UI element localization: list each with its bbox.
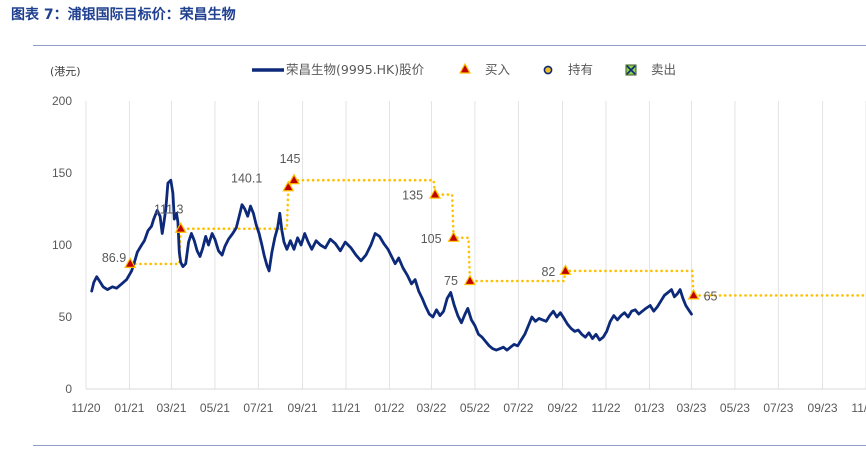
target-price-label: 145 xyxy=(280,152,301,166)
legend-sell-label: 卖出 xyxy=(651,62,676,77)
stock-price-series xyxy=(90,178,693,352)
buy-rating-marker xyxy=(282,180,295,192)
x-tick-label: 07/23 xyxy=(763,401,793,415)
x-tick-label: 11/23 xyxy=(851,401,866,415)
buy-rating-marker xyxy=(174,221,187,233)
chart-legend: 荣昌生物(9995.HK)股价 买入 持有 卖出 xyxy=(252,62,676,77)
buy-rating-marker xyxy=(463,274,476,286)
legend-buy-marker xyxy=(458,62,472,74)
target-price-series xyxy=(128,178,866,297)
x-tick-label: 07/21 xyxy=(243,401,273,415)
buy-rating-marker xyxy=(447,231,460,242)
target-price-label: 135 xyxy=(402,189,423,203)
figure-title: 图表 7：浦银国际目标价：荣昌生物 xyxy=(11,7,236,23)
bottom-rule xyxy=(33,445,866,446)
x-tick-label: 11/22 xyxy=(591,401,620,415)
target-price-line xyxy=(128,178,866,297)
y-tick-label: 150 xyxy=(52,166,72,180)
y-tick-label: 0 xyxy=(65,382,72,396)
target-price-labels: 86.9 111.3 140.1 145 135 105 75 82 65 xyxy=(102,152,718,303)
x-tick-label: 09/23 xyxy=(808,401,838,415)
rating-markers xyxy=(124,173,700,300)
x-tick-label: 05/21 xyxy=(200,401,230,415)
buy-rating-marker xyxy=(124,257,137,268)
buy-rating-marker xyxy=(559,264,572,276)
x-tick-label: 11/21 xyxy=(331,401,360,415)
y-axis-unit-label: (港元) xyxy=(50,65,81,78)
top-rule xyxy=(33,45,866,46)
legend-hold-label: 持有 xyxy=(568,62,593,77)
target-price-label: 86.9 xyxy=(102,251,126,265)
grid-lines xyxy=(85,101,866,389)
x-tick-label: 07/22 xyxy=(503,401,533,415)
x-tick-label: 05/23 xyxy=(720,401,750,415)
x-tick-label: 01/23 xyxy=(634,401,664,415)
x-tick-label: 09/21 xyxy=(288,401,318,415)
x-tick-label: 01/21 xyxy=(114,401,144,415)
y-tick-label: 50 xyxy=(59,310,73,324)
target-price-label: 75 xyxy=(444,274,458,288)
target-price-label: 65 xyxy=(704,289,718,303)
legend-sell-marker xyxy=(625,64,637,76)
y-axis: 0 50 100 150 200 xyxy=(52,94,72,396)
stock-price-line xyxy=(90,178,693,352)
buy-rating-marker xyxy=(287,173,301,185)
x-tick-label: 09/22 xyxy=(548,401,578,415)
x-tick-label: 01/22 xyxy=(374,401,404,415)
y-tick-label: 100 xyxy=(52,238,72,252)
x-tick-label: 03/21 xyxy=(156,401,186,415)
x-tick-label: 11/20 xyxy=(71,401,100,415)
target-price-label: 140.1 xyxy=(231,171,262,185)
x-axis: 11/20 01/21 03/21 05/21 07/21 09/21 11/21 01/22… xyxy=(71,388,866,415)
legend-buy-label: 买入 xyxy=(485,62,511,77)
buy-rating-marker xyxy=(429,187,442,199)
x-tick-label: 03/23 xyxy=(676,401,706,415)
legend-price-label: 荣昌生物(9995.HK)股价 xyxy=(286,62,425,77)
x-tick-label: 05/22 xyxy=(460,401,490,415)
target-price-label: 111.3 xyxy=(154,203,183,217)
x-tick-label: 03/22 xyxy=(416,401,446,415)
y-tick-label: 200 xyxy=(52,94,72,108)
target-price-label: 105 xyxy=(421,232,442,246)
buy-rating-marker xyxy=(687,288,700,300)
target-price-label: 82 xyxy=(541,265,555,279)
legend-hold-marker xyxy=(543,65,553,75)
